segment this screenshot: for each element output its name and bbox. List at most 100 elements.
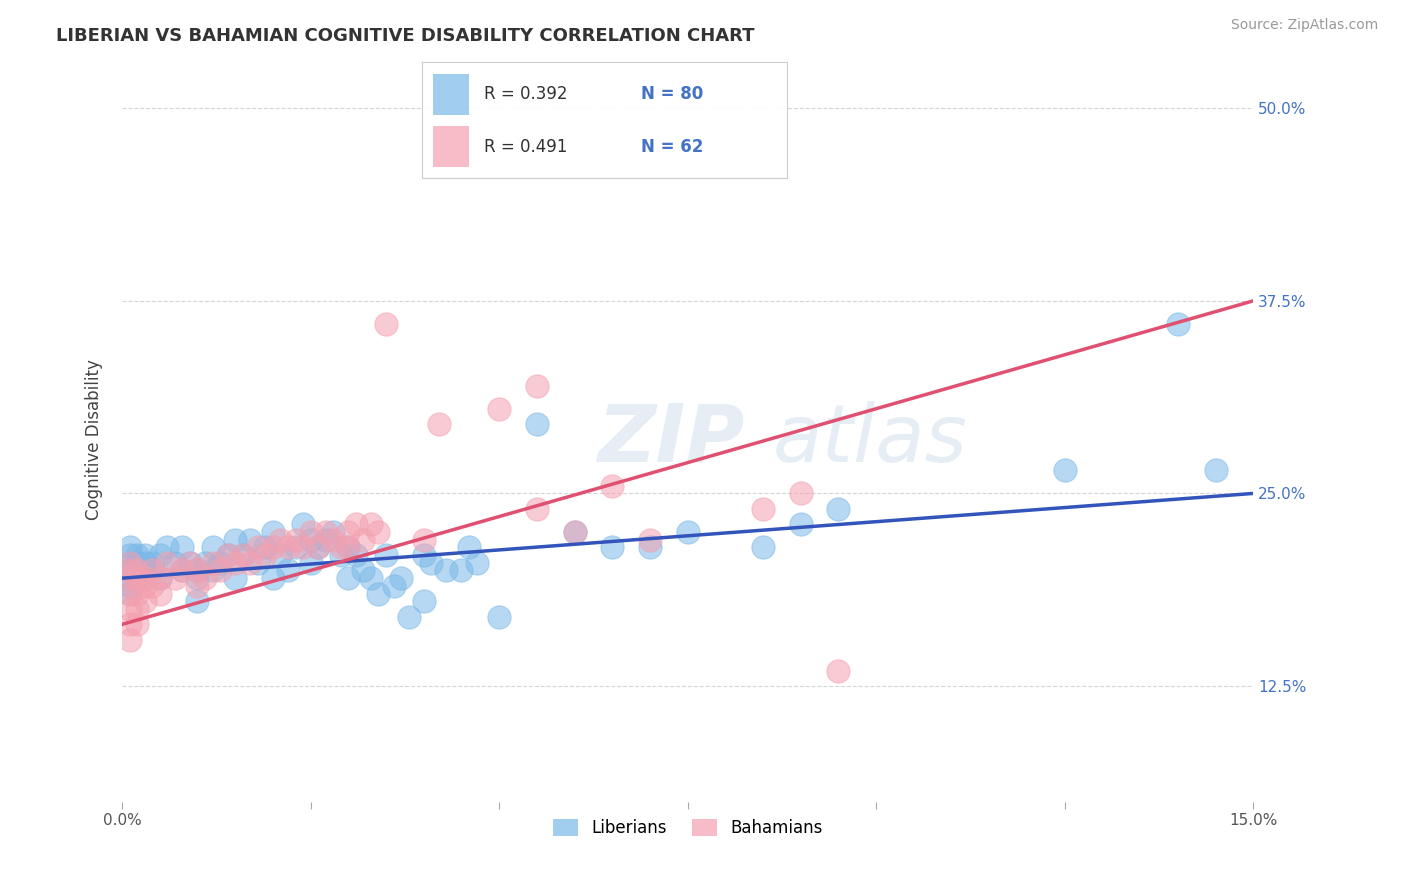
- Point: [118, 564, 141, 578]
- Text: R = 0.392: R = 0.392: [484, 86, 568, 103]
- Point: [118, 571, 141, 585]
- Bar: [433, 126, 470, 167]
- Point: [752, 541, 775, 555]
- Text: N = 80: N = 80: [641, 86, 703, 103]
- Point: [127, 571, 149, 585]
- Point: [127, 571, 149, 585]
- Point: [564, 524, 586, 539]
- Text: R = 0.491: R = 0.491: [484, 137, 567, 155]
- Point: [292, 541, 315, 555]
- Point: [638, 533, 661, 547]
- Point: [790, 517, 813, 532]
- Point: [1053, 463, 1076, 477]
- Point: [488, 401, 510, 416]
- Point: [239, 556, 262, 570]
- Point: [134, 571, 156, 585]
- Point: [526, 501, 548, 516]
- Point: [277, 564, 299, 578]
- Point: [232, 548, 254, 562]
- Point: [352, 533, 374, 547]
- Point: [232, 548, 254, 562]
- Point: [412, 548, 434, 562]
- Point: [315, 533, 337, 547]
- Text: LIBERIAN VS BAHAMIAN COGNITIVE DISABILITY CORRELATION CHART: LIBERIAN VS BAHAMIAN COGNITIVE DISABILIT…: [56, 27, 755, 45]
- Point: [344, 517, 367, 532]
- Point: [186, 594, 208, 608]
- Point: [186, 564, 208, 578]
- Point: [246, 541, 269, 555]
- Legend: Liberians, Bahamians: Liberians, Bahamians: [546, 813, 830, 844]
- Point: [134, 579, 156, 593]
- Text: Source: ZipAtlas.com: Source: ZipAtlas.com: [1230, 18, 1378, 32]
- Point: [118, 541, 141, 555]
- Point: [172, 564, 194, 578]
- Point: [420, 556, 443, 570]
- Point: [118, 556, 141, 570]
- Point: [827, 501, 849, 516]
- Point: [752, 501, 775, 516]
- Point: [163, 571, 186, 585]
- Point: [367, 524, 389, 539]
- Point: [186, 564, 208, 578]
- Point: [127, 586, 149, 600]
- Point: [254, 541, 277, 555]
- Point: [375, 317, 398, 331]
- Point: [127, 602, 149, 616]
- Point: [163, 556, 186, 570]
- Point: [118, 564, 141, 578]
- Text: N = 62: N = 62: [641, 137, 703, 155]
- Point: [367, 586, 389, 600]
- Point: [118, 556, 141, 570]
- Point: [790, 486, 813, 500]
- Point: [127, 617, 149, 632]
- Point: [141, 564, 163, 578]
- Point: [118, 579, 141, 593]
- Point: [127, 564, 149, 578]
- Point: [450, 564, 472, 578]
- Point: [269, 548, 291, 562]
- Point: [262, 571, 284, 585]
- Point: [382, 579, 405, 593]
- Point: [412, 533, 434, 547]
- Point: [118, 548, 141, 562]
- Point: [344, 548, 367, 562]
- Point: [434, 564, 457, 578]
- Point: [292, 517, 315, 532]
- Point: [638, 541, 661, 555]
- Bar: [433, 74, 470, 114]
- Point: [262, 524, 284, 539]
- Point: [360, 517, 382, 532]
- Point: [246, 556, 269, 570]
- Point: [827, 664, 849, 678]
- Point: [149, 548, 172, 562]
- Point: [118, 586, 141, 600]
- Point: [118, 617, 141, 632]
- Text: atlas: atlas: [772, 401, 967, 478]
- Y-axis label: Cognitive Disability: Cognitive Disability: [86, 359, 103, 520]
- Point: [299, 556, 322, 570]
- Point: [322, 533, 344, 547]
- Point: [172, 541, 194, 555]
- Point: [284, 541, 307, 555]
- Point: [118, 571, 141, 585]
- Point: [179, 556, 201, 570]
- Point: [1167, 317, 1189, 331]
- Point: [329, 548, 352, 562]
- Point: [201, 541, 224, 555]
- Point: [239, 533, 262, 547]
- Point: [600, 541, 623, 555]
- Point: [134, 571, 156, 585]
- Point: [194, 571, 217, 585]
- Point: [186, 579, 208, 593]
- Point: [217, 548, 239, 562]
- Point: [488, 609, 510, 624]
- Point: [224, 571, 246, 585]
- Point: [134, 556, 156, 570]
- Point: [127, 571, 149, 585]
- Point: [149, 571, 172, 585]
- Point: [149, 571, 172, 585]
- Point: [156, 556, 179, 570]
- Point: [118, 586, 141, 600]
- Point: [284, 533, 307, 547]
- Point: [209, 556, 232, 570]
